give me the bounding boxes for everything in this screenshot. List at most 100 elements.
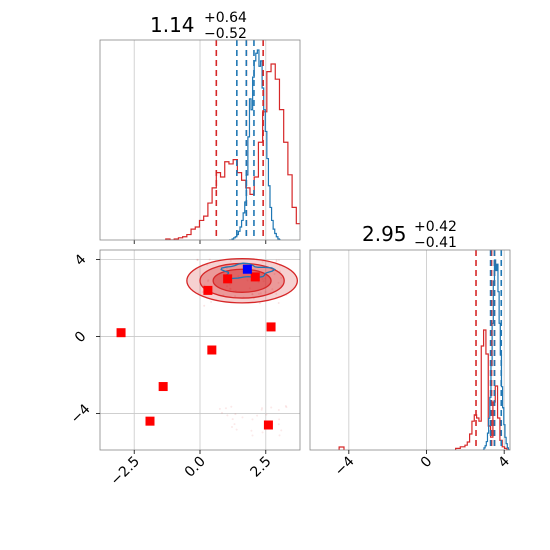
- sample-dot: [261, 260, 264, 263]
- sample-dot: [206, 280, 209, 283]
- sample-dot: [208, 258, 211, 261]
- sample-dot: [241, 416, 244, 419]
- x-tick-label: −4: [332, 453, 358, 479]
- sample-dot: [196, 259, 199, 262]
- blue-histogram: [228, 49, 282, 240]
- sample-dot: [237, 275, 240, 278]
- y-tick-label: −4: [68, 401, 94, 427]
- sample-dot: [275, 260, 278, 263]
- sample-dot: [277, 281, 280, 284]
- sample-dot: [261, 407, 264, 410]
- sample-dot: [262, 280, 265, 283]
- panel-hy-frame: [309, 249, 511, 451]
- red-marker: [145, 416, 155, 426]
- title-2-err-plus: +0.42: [414, 219, 457, 235]
- sample-dot: [251, 293, 254, 296]
- sample-dot: [280, 276, 283, 279]
- sample-dot: [259, 292, 262, 295]
- blue-marker: [242, 264, 252, 274]
- sample-dot: [277, 259, 280, 262]
- sample-dot: [275, 293, 278, 296]
- sample-dot: [271, 288, 274, 291]
- blue-histogram: [482, 259, 510, 450]
- panel-hx-frame: [99, 39, 301, 241]
- sample-dot: [278, 434, 281, 437]
- sample-dot: [277, 423, 280, 426]
- red-marker: [266, 322, 276, 332]
- title-2-median: 2.95: [362, 222, 407, 246]
- sample-dot: [277, 302, 280, 305]
- sample-dot: [264, 290, 267, 293]
- title-param-2: 2.95 +0.42 −0.41: [362, 219, 457, 251]
- red-marker: [207, 345, 217, 355]
- x-tick-label: 0.0: [182, 454, 209, 481]
- panel-hist-param-2: −4 0 4: [309, 249, 513, 479]
- title-1-err-plus: +0.64: [204, 10, 247, 26]
- x-tick-label: 4: [495, 453, 513, 471]
- sample-dot: [229, 287, 232, 290]
- hist-curves: [165, 49, 300, 240]
- sample-dot: [218, 407, 221, 410]
- sample-dot: [258, 302, 261, 305]
- sample-dot: [273, 273, 276, 276]
- sample-dot: [235, 428, 238, 431]
- panel-hist-param-1: [99, 39, 301, 244]
- title-param-1: 1.14 +0.64 −0.52: [150, 10, 247, 42]
- sample-dot: [228, 283, 231, 286]
- sample-dot: [229, 260, 232, 263]
- sample-dot: [224, 407, 227, 410]
- sample-dot: [257, 292, 260, 295]
- red-marker: [223, 274, 233, 284]
- sample-dot: [275, 259, 278, 262]
- sample-dot: [251, 293, 254, 296]
- red-marker: [263, 420, 273, 430]
- sample-dot: [196, 258, 199, 261]
- sample-dot: [285, 406, 288, 409]
- hist-curves: [338, 259, 510, 450]
- sample-dot: [203, 304, 206, 307]
- sample-dot: [231, 418, 234, 421]
- title-1-err-minus: −0.52: [204, 26, 247, 42]
- sample-dot: [226, 414, 229, 417]
- sample-dot: [233, 423, 236, 426]
- scatter-inner: [186, 258, 299, 437]
- y-tick-label: 0: [72, 328, 90, 346]
- sample-dot: [225, 285, 228, 288]
- sample-dot: [251, 434, 254, 437]
- sample-dot: [284, 404, 287, 407]
- sample-dot: [260, 408, 263, 411]
- x-tick-label: 2.5: [248, 454, 275, 481]
- sample-dot: [207, 279, 210, 282]
- sample-dot: [256, 414, 259, 417]
- sample-dot: [261, 431, 264, 434]
- sample-dot: [257, 281, 260, 284]
- sample-dot: [210, 300, 213, 303]
- red-outlier-bin: [338, 446, 345, 450]
- y-tick-label: 4: [72, 251, 90, 269]
- sample-dot: [263, 277, 266, 280]
- sample-dot: [261, 278, 264, 281]
- sample-dot: [221, 411, 224, 414]
- sample-dot: [251, 418, 254, 421]
- x-tick-label: −2.5: [108, 454, 143, 489]
- sample-dot: [201, 291, 204, 294]
- sample-dot: [229, 287, 232, 290]
- red-contour: [186, 258, 299, 304]
- sample-dot: [278, 270, 281, 273]
- sample-dot: [234, 413, 237, 416]
- title-1-median: 1.14: [150, 13, 195, 37]
- sample-dot: [246, 279, 249, 282]
- sample-dot: [265, 413, 268, 416]
- red-marker: [158, 382, 168, 392]
- x-tick-label: 0: [418, 454, 436, 472]
- red-marker: [116, 328, 126, 338]
- sample-dot: [248, 287, 251, 290]
- sample-dot: [234, 295, 237, 298]
- sample-dot: [270, 406, 273, 409]
- sample-dot: [277, 409, 280, 412]
- sample-dot: [230, 405, 233, 408]
- panel-scatter: −2.5 0.0 2.5 −4 0 4: [68, 249, 301, 489]
- sample-dot: [280, 429, 283, 432]
- red-marker: [250, 272, 260, 282]
